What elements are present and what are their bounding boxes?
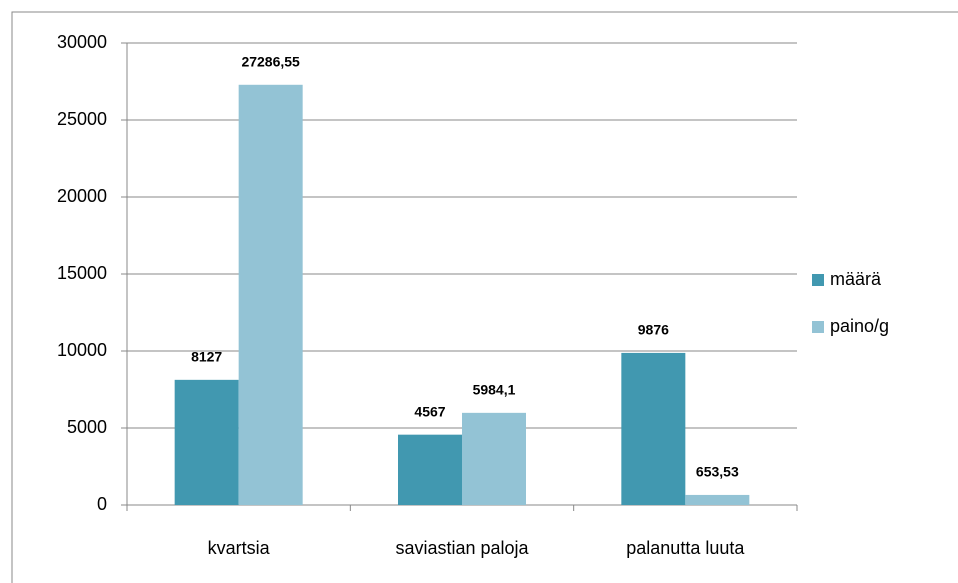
bar — [174, 379, 239, 505]
value-label: 653,53 — [696, 464, 739, 480]
legend-swatch — [812, 274, 824, 286]
y-tick-label: 0 — [97, 494, 107, 514]
x-tick-label: palanutta luuta — [626, 538, 745, 558]
legend-label: määrä — [830, 269, 882, 289]
value-label: 9876 — [638, 322, 669, 338]
bar — [462, 412, 526, 505]
y-tick-label: 30000 — [57, 32, 107, 52]
y-tick-label: 5000 — [67, 417, 107, 437]
y-tick-label: 15000 — [57, 263, 107, 283]
y-tick-label: 25000 — [57, 109, 107, 129]
legend-label: paino/g — [830, 316, 889, 336]
bar — [685, 494, 750, 505]
x-tick-label: kvartsia — [208, 538, 271, 558]
y-tick-label: 20000 — [57, 186, 107, 206]
value-label: 27286,55 — [241, 53, 300, 69]
value-label: 5984,1 — [473, 382, 516, 398]
bar — [621, 352, 686, 505]
y-tick-label: 10000 — [57, 340, 107, 360]
value-label: 8127 — [191, 349, 222, 365]
chart-frame — [11, 11, 958, 583]
legend-swatch — [812, 321, 824, 333]
bar — [398, 434, 462, 505]
x-tick-label: saviastian paloja — [395, 538, 529, 558]
bar — [238, 84, 303, 505]
value-label: 4567 — [414, 403, 445, 419]
